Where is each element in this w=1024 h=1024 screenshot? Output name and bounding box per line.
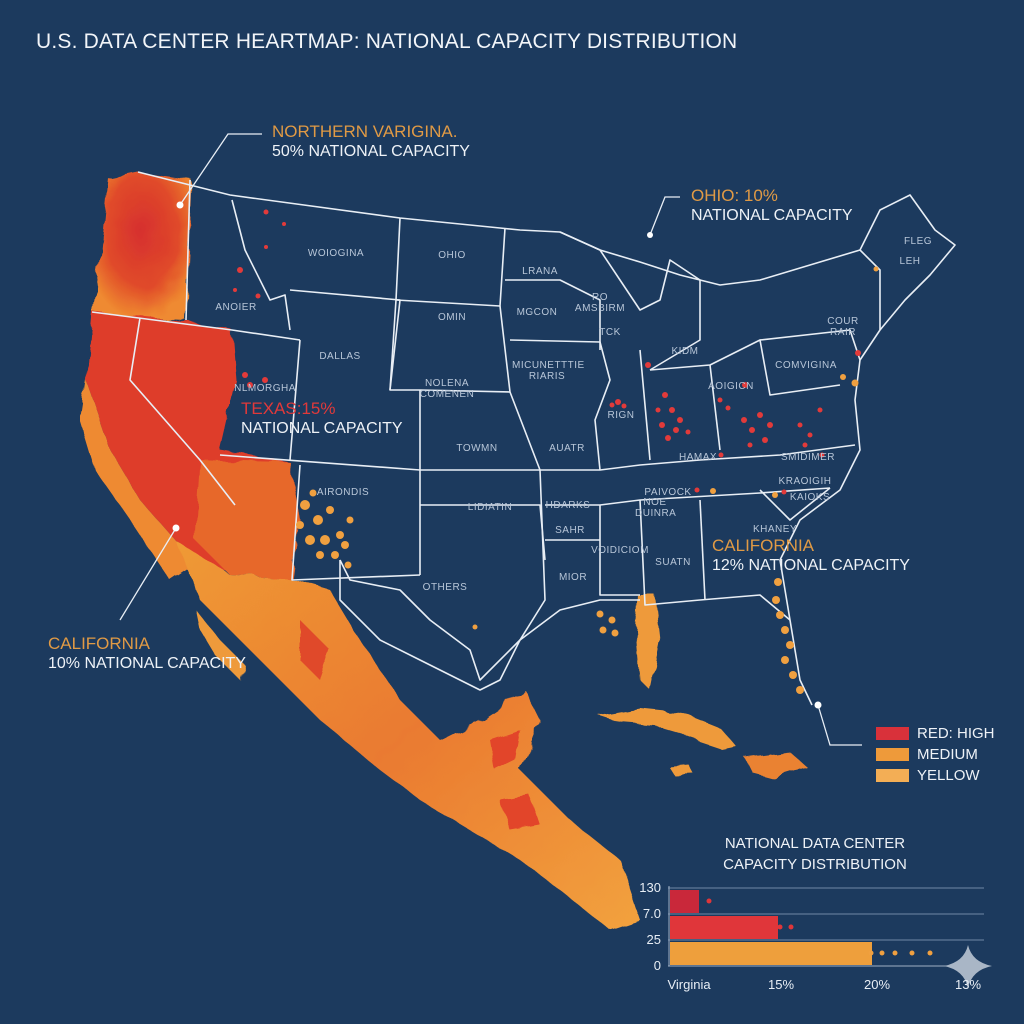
state-label: LRANA (522, 266, 558, 277)
state-label: SAHR (555, 525, 585, 536)
callout-headline: OHIO: 10% (691, 186, 778, 205)
callout-detail: 10% NATIONAL CAPACITY (48, 655, 246, 673)
state-label: KHANEY (752, 524, 798, 535)
callout-northern-virginia: NORTHERN VARIGINA. 50% NATIONAL CAPACITY (272, 121, 470, 162)
chart-title: NATIONAL DATA CENTER CAPACITY DISTRIBUTI… (723, 835, 907, 873)
state-label: OMIN (437, 312, 467, 323)
state-label: NLMORGHA (234, 383, 296, 394)
state-label: TCK (599, 327, 621, 338)
callout-headline: NORTHERN VARIGINA. (272, 122, 458, 141)
callout-headline: CALIFORNIA (712, 536, 815, 555)
state-label: KRAOIGIH (778, 476, 832, 487)
state-label: KAIOKS (789, 492, 831, 503)
page-title: U.S. DATA CENTER HEARTMAP: NATIONAL CAPA… (36, 30, 738, 53)
x-tick: Virginia (667, 977, 711, 992)
legend-swatch-red (876, 727, 909, 740)
legend-item-high: RED: HIGH (876, 723, 995, 744)
x-tick: 15% (767, 977, 795, 992)
legend-swatch-medium (876, 748, 909, 761)
state-label: SMIDIMER (781, 452, 835, 463)
callout-leaders (119, 133, 862, 746)
heat-west (80, 172, 300, 580)
state-label: LIDIATIN (467, 502, 513, 513)
callout-headline: CALIFORNIA (48, 634, 151, 653)
capacity-chart (668, 886, 992, 988)
state-label: PAIVOCK (644, 487, 692, 498)
state-label: AUATR (549, 443, 585, 454)
callout-detail: 50% NATIONAL CAPACITY (272, 143, 470, 161)
y-tick: 0 (653, 958, 661, 973)
legend-swatch-yellow (876, 769, 909, 782)
callout-texas: TEXAS:15% NATIONAL CAPACITY (241, 398, 403, 439)
state-label: LEH (899, 256, 921, 267)
dot-clusters (233, 209, 879, 694)
state-label: RO AMSBIRM (574, 292, 626, 314)
legend-item-yellow: YELLOW (876, 765, 995, 786)
callout-detail: NATIONAL CAPACITY (691, 207, 853, 225)
state-label: OTHERS (422, 582, 468, 593)
caribbean-islands (598, 595, 808, 778)
state-label: AIRONDIS (316, 487, 370, 498)
state-label: AOIGICN (708, 381, 754, 392)
bar-medium-high (670, 916, 778, 939)
callout-california-west: CALIFORNIA 10% NATIONAL CAPACITY (48, 633, 246, 674)
state-borders (91, 171, 956, 706)
state-label: KIDM (671, 346, 699, 357)
callout-headline: TEXAS:15% (241, 399, 336, 418)
state-label: FLEG (903, 236, 933, 247)
state-label: MICUNETTTIE RIARIS (512, 360, 585, 382)
state-label: OHIO (438, 250, 466, 261)
state-label: HDARKS (545, 500, 591, 511)
heat-mexico (175, 540, 640, 930)
legend-label: MEDIUM (917, 746, 978, 763)
sparkle-icon (944, 945, 992, 988)
x-tick: 13% (954, 977, 982, 992)
state-label: NOLENA COMENEN (419, 378, 475, 400)
state-label: RIGN (607, 410, 635, 421)
state-label: DALLAS (319, 351, 361, 362)
callout-detail: 12% NATIONAL CAPACITY (712, 557, 910, 575)
bar-high (670, 890, 699, 913)
state-label: COMVIGINA (775, 360, 837, 371)
state-label: ANOIER (215, 302, 257, 313)
state-label: TOWMN (456, 443, 498, 454)
callout-ohio: OHIO: 10% NATIONAL CAPACITY (691, 185, 853, 226)
legend-label: YELLOW (917, 767, 980, 784)
state-label: COUR RAIR (827, 316, 859, 338)
state-label: MIOR (558, 572, 588, 583)
x-tick: 20% (863, 977, 891, 992)
bar-medium (670, 942, 872, 965)
y-tick: 25 (646, 932, 661, 947)
callout-california-east: CALIFORNIA 12% NATIONAL CAPACITY (712, 535, 910, 576)
legend-label: RED: HIGH (917, 725, 995, 742)
map-legend: RED: HIGH MEDIUM YELLOW (876, 723, 995, 786)
state-label: NOE DUINRA (635, 497, 677, 519)
y-tick: 130 (639, 880, 661, 895)
state-label: HAMAX (678, 452, 718, 463)
state-label: SUATN (655, 557, 691, 568)
state-label: MGCON (516, 307, 558, 318)
state-label: WOIOGINA (307, 248, 365, 259)
callout-detail: NATIONAL CAPACITY (241, 420, 403, 438)
legend-item-medium: MEDIUM (876, 744, 995, 765)
state-label: VOIDICIOM (591, 545, 649, 556)
callout-anchor-dots (172, 201, 822, 709)
y-tick: 7.0 (642, 906, 661, 921)
